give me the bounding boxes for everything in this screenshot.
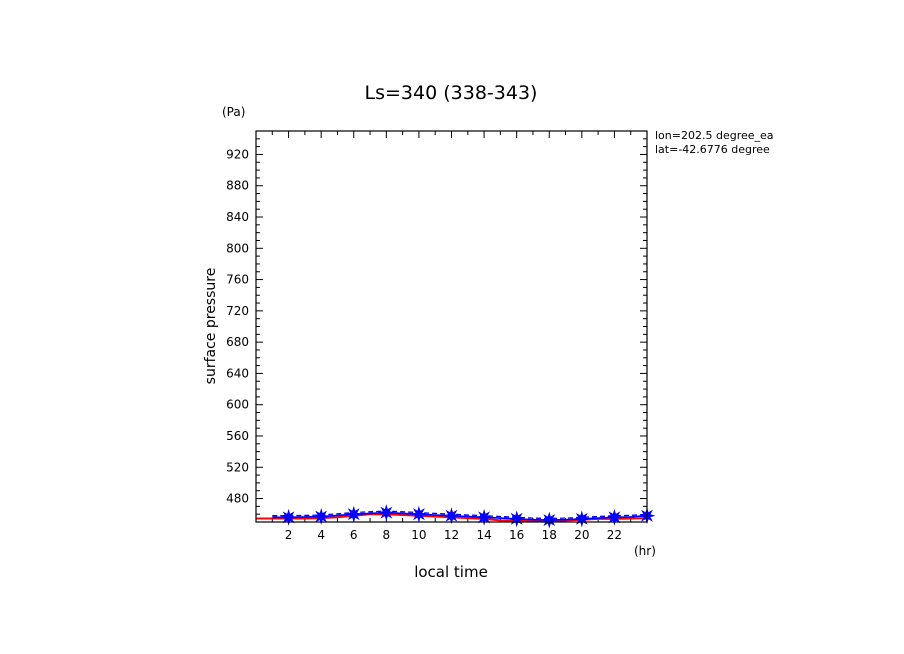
x-tick-label: 22 bbox=[607, 528, 622, 542]
data-point-marker bbox=[540, 511, 558, 529]
y-tick-label: 640 bbox=[226, 366, 249, 380]
y-tick-label: 560 bbox=[226, 429, 249, 443]
annotation-lon: lon=202.5 degree_ea bbox=[655, 129, 774, 142]
y-tick-label: 720 bbox=[226, 304, 249, 318]
data-point-marker bbox=[280, 508, 298, 526]
data-point-marker bbox=[312, 508, 330, 525]
data-point-marker bbox=[573, 510, 591, 528]
x-tick-label: 2 bbox=[285, 528, 293, 542]
x-tick-label: 18 bbox=[542, 528, 557, 542]
blue-dashed-series-line bbox=[272, 510, 647, 520]
y-tick-label: 600 bbox=[226, 398, 249, 412]
axis-ticks: 2 4 6 8 10 12 14 16 18 20 22 480 520 560 600 640 680 720 7… bbox=[226, 131, 647, 542]
y-axis-title: surface pressure bbox=[203, 268, 219, 385]
x-tick-label: 4 bbox=[317, 528, 325, 542]
x-tick-label: 8 bbox=[383, 528, 391, 542]
annotation-lat: lat=-42.6776 degree bbox=[655, 143, 770, 156]
y-tick-label: 920 bbox=[226, 147, 249, 161]
x-tick-label: 20 bbox=[574, 528, 589, 542]
data-point-marker bbox=[410, 505, 428, 523]
data-point-marker bbox=[508, 510, 526, 528]
data-point-marker bbox=[443, 507, 460, 525]
data-point-marker bbox=[345, 505, 363, 523]
y-tick-label: 760 bbox=[226, 273, 249, 287]
x-axis-title: local time bbox=[414, 563, 488, 581]
x-tick-label: 10 bbox=[411, 528, 426, 542]
x-tick-label: 16 bbox=[509, 528, 524, 542]
y-tick-label: 840 bbox=[226, 210, 249, 224]
series-layer bbox=[256, 504, 656, 529]
y-unit-label: (Pa) bbox=[222, 105, 245, 119]
y-tick-label: 680 bbox=[226, 335, 249, 349]
plot-frame bbox=[255, 130, 648, 523]
x-tick-label: 6 bbox=[350, 528, 358, 542]
chart-title: Ls=340 (338-343) bbox=[365, 82, 538, 104]
x-tick-label: 14 bbox=[476, 528, 491, 542]
data-point-marker bbox=[377, 504, 395, 522]
x-tick-label: 12 bbox=[444, 528, 459, 542]
y-tick-label: 880 bbox=[226, 179, 249, 193]
data-point-marker bbox=[605, 508, 623, 526]
y-tick-label: 800 bbox=[226, 241, 249, 255]
x-unit-label: (hr) bbox=[634, 544, 656, 558]
right-margin-cover bbox=[780, 125, 904, 165]
y-tick-label: 480 bbox=[226, 492, 249, 506]
y-tick-label: 520 bbox=[226, 460, 249, 474]
data-point-marker bbox=[475, 508, 493, 526]
